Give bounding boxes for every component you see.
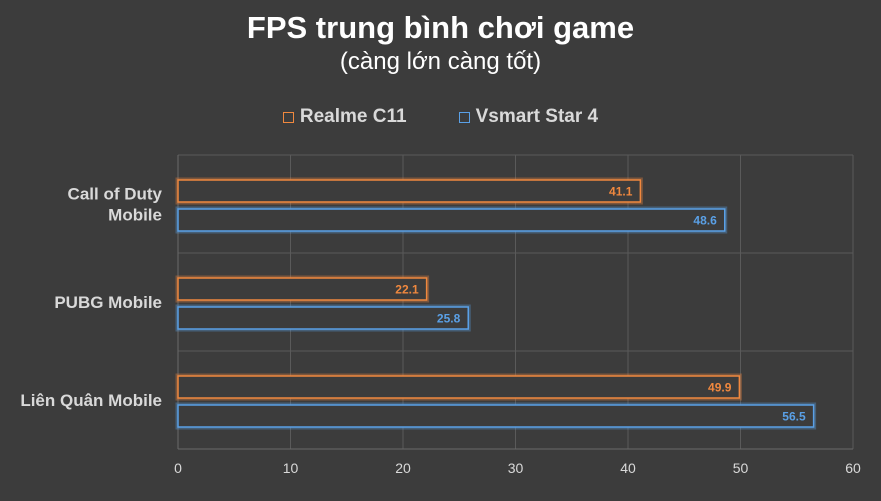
x-tick-label: 60 (845, 460, 861, 476)
bar-vsmart (177, 306, 469, 330)
x-tick-label: 30 (508, 460, 524, 476)
data-label: 25.8 (437, 312, 461, 326)
legend-label-vsmart: Vsmart Star 4 (475, 106, 599, 127)
x-tick-label: 0 (174, 460, 182, 476)
bar-realme (177, 277, 428, 301)
x-tick-label: 50 (733, 460, 749, 476)
x-tick-label: 20 (395, 460, 411, 476)
legend-swatch-realme (282, 111, 294, 123)
data-label: 49.9 (708, 381, 732, 395)
category-label: PUBG Mobile (54, 293, 162, 312)
chart-subtitle: (càng lớn càng tốt) (339, 48, 542, 75)
legend-item-realme: Realme C11 (282, 106, 407, 128)
bar-vsmart (177, 404, 815, 428)
legend-label-realme: Realme C11 (299, 106, 407, 127)
data-label: 48.6 (693, 214, 717, 228)
bar-realme (177, 179, 642, 203)
bar-vsmart (177, 208, 726, 232)
chart-title: FPS trung bình chơi game (246, 10, 635, 45)
legend-swatch-vsmart (458, 111, 470, 123)
data-label: 56.5 (782, 410, 806, 424)
bar-realme (177, 375, 741, 399)
category-label: Liên Quân Mobile (20, 391, 162, 410)
legend-item-vsmart: Vsmart Star 4 (458, 106, 599, 128)
x-tick-label: 10 (283, 460, 299, 476)
category-label: Call of Duty Mobile (68, 185, 163, 225)
data-label: 22.1 (395, 283, 419, 297)
legend: Realme C11 Vsmart Star 4 (0, 106, 881, 128)
data-label: 41.1 (609, 185, 633, 199)
x-tick-label: 40 (620, 460, 636, 476)
